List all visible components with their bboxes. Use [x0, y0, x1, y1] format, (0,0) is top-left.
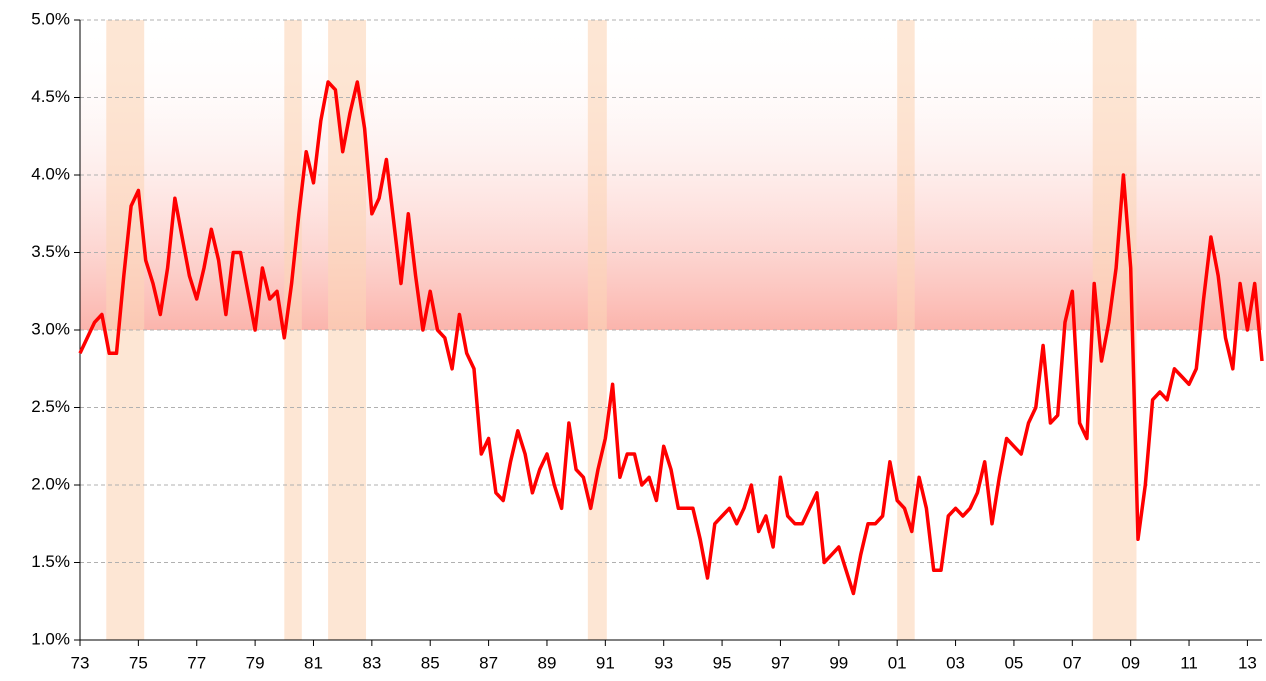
x-tick-label: 79	[246, 653, 265, 672]
y-tick-label: 4.0%	[31, 164, 70, 183]
x-tick-label: 93	[654, 653, 673, 672]
x-tick-label: 99	[829, 653, 848, 672]
x-tick-label: 89	[538, 653, 557, 672]
y-tick-label: 4.5%	[31, 87, 70, 106]
recession-band	[587, 20, 607, 640]
y-tick-label: 1.5%	[31, 552, 70, 571]
x-tick-label: 07	[1063, 653, 1082, 672]
x-tick-label: 13	[1238, 653, 1257, 672]
x-tick-label: 03	[946, 653, 965, 672]
x-tick-label: 95	[713, 653, 732, 672]
y-tick-label: 5.0%	[31, 9, 70, 28]
x-tick-label: 01	[888, 653, 907, 672]
x-tick-label: 97	[771, 653, 790, 672]
x-tick-label: 09	[1121, 653, 1140, 672]
x-tick-label: 87	[479, 653, 498, 672]
x-tick-label: 85	[421, 653, 440, 672]
data-line	[78, 80, 1264, 596]
x-tick-label: 83	[362, 653, 381, 672]
y-tick-label: 3.5%	[31, 242, 70, 261]
x-tick-label: 81	[304, 653, 323, 672]
y-tick-label: 3.0%	[31, 319, 70, 338]
y-tick-label: 2.5%	[31, 397, 70, 416]
x-tick-label: 75	[129, 653, 148, 672]
x-tick-label: 05	[1004, 653, 1023, 672]
x-tick-label: 77	[187, 653, 206, 672]
x-tick-label: 11	[1180, 653, 1198, 672]
y-tick-label: 1.0%	[31, 629, 70, 648]
x-tick-label: 73	[71, 653, 90, 672]
x-tick-label: 91	[596, 653, 615, 672]
y-tick-label: 2.0%	[31, 474, 70, 493]
